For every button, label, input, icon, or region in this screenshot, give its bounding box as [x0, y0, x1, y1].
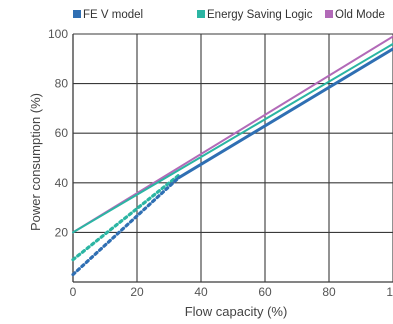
- x-tick-label: 80: [322, 285, 336, 299]
- y-tick-label: 100: [48, 27, 68, 41]
- legend-item: Old Mode: [325, 9, 385, 21]
- y-tick-label: 60: [55, 126, 69, 140]
- y-axis-label: Power consumption (%): [28, 93, 43, 231]
- legend-item: FE V model: [73, 9, 143, 21]
- y-tick-label: 80: [55, 77, 69, 91]
- legend-item: Energy Saving Logic: [197, 9, 313, 21]
- series-line-energy-saving-logic: [72, 42, 393, 234]
- series-extension-dotted: [71, 176, 181, 277]
- x-tick-label: 60: [258, 285, 272, 299]
- series-line-old-mode: [72, 35, 393, 234]
- legend-label: Old Mode: [335, 9, 385, 21]
- tick-labels: 20 40 60 80 100 0 20 40 60 80 10: [48, 27, 393, 299]
- series-line-fe-v-model: [177, 47, 393, 180]
- x-tick-label: 10: [386, 285, 393, 299]
- legend-swatch: [197, 10, 205, 18]
- legend-label: FE V model: [83, 9, 143, 21]
- legend-swatch: [73, 10, 81, 18]
- legend: FE V model Energy Saving Logic Old Mode: [73, 9, 385, 21]
- y-tick-label: 20: [55, 225, 69, 239]
- x-tick-label: 0: [70, 285, 77, 299]
- x-tick-label: 40: [194, 285, 208, 299]
- legend-label: Energy Saving Logic: [207, 9, 313, 21]
- series-lines: [71, 35, 393, 277]
- y-tick-label: 40: [55, 176, 69, 190]
- x-tick-label: 20: [130, 285, 144, 299]
- x-axis-label: Flow capacity (%): [185, 304, 288, 319]
- series-extension-dotted: [71, 173, 181, 262]
- legend-swatch: [325, 10, 333, 18]
- axes: [72, 34, 393, 283]
